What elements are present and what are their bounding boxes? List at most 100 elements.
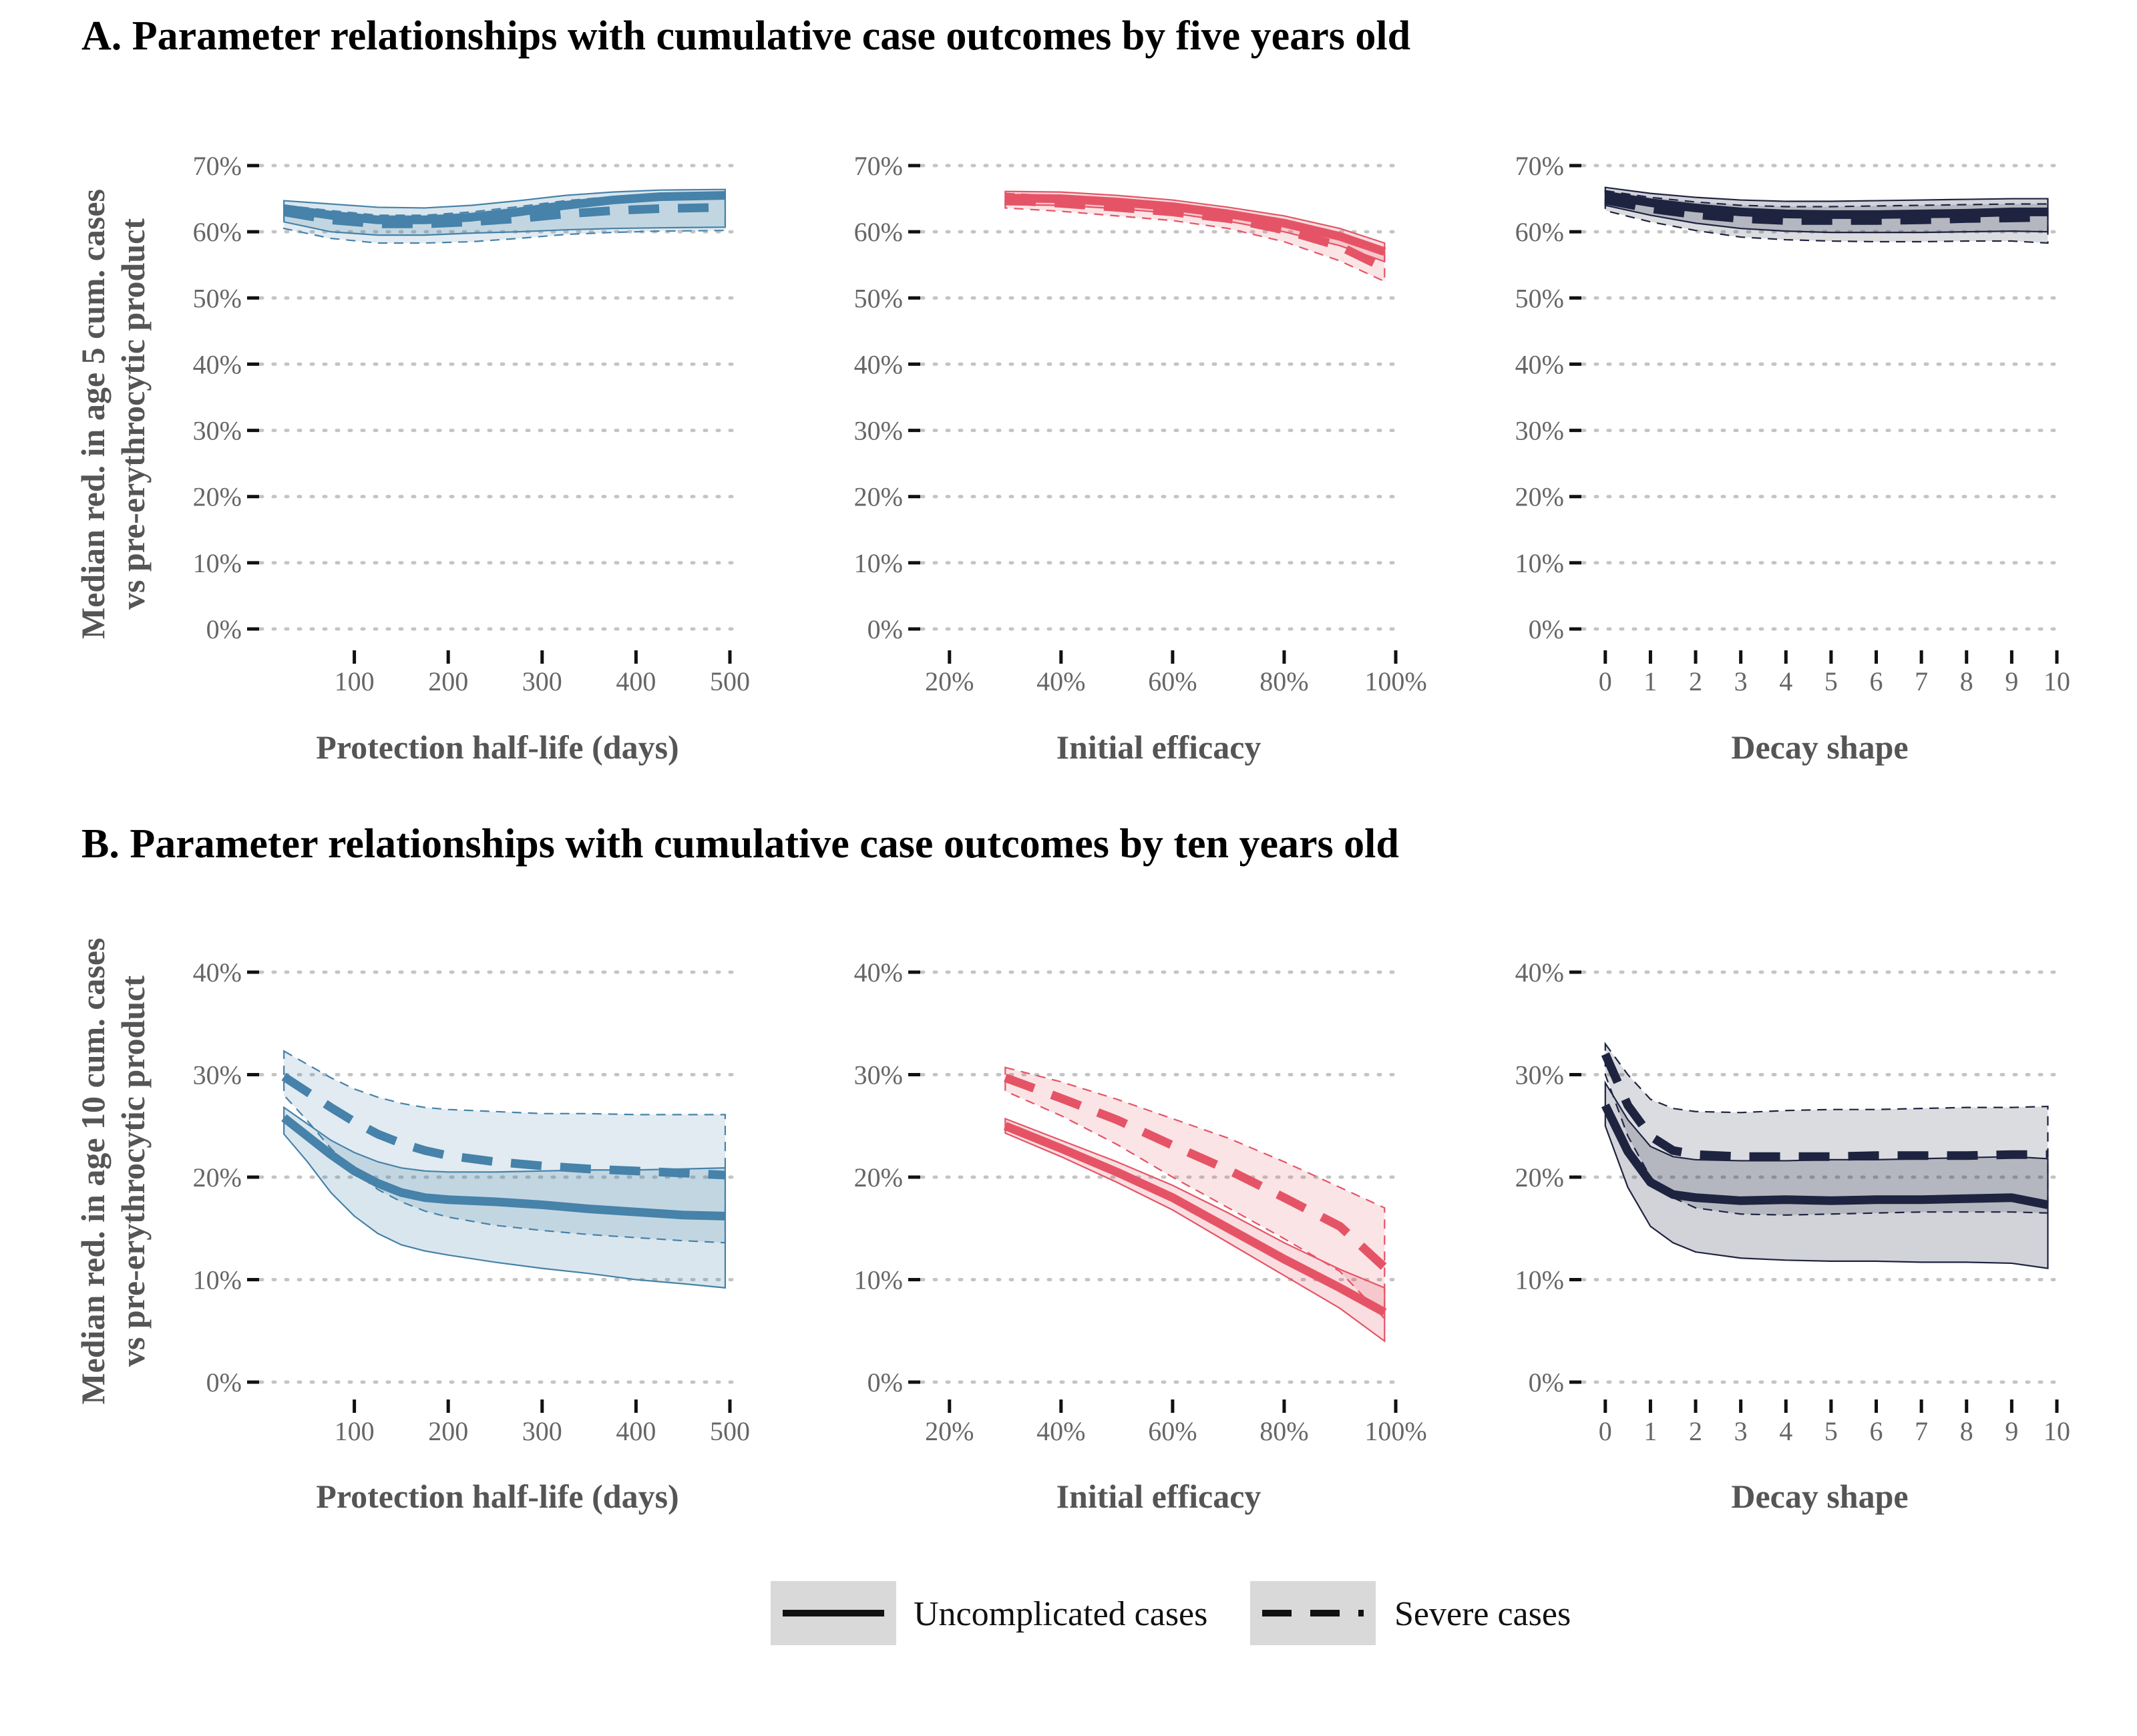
x-tick-label: 400 [616, 1416, 656, 1446]
y-tick-label: 40% [1515, 957, 1564, 988]
x-tick-label: 200 [428, 1416, 468, 1446]
legend: Uncomplicated cases Severe cases [771, 1581, 1571, 1645]
panel-b2: 0% 10% 20% 30% 40% 20% 40% 60% 80% 100% Initial ef… [854, 957, 1427, 1515]
x-tick-label: 500 [710, 1416, 750, 1446]
section-b-title: B. Parameter relationships with cumulati… [81, 821, 1399, 867]
panel-a2: 0% 10% 20% 30% 40% 50% 60% 70% 20% 40% 60% 80% 100% I… [854, 151, 1427, 766]
x-tick-label: 2 [1689, 666, 1702, 696]
y-tick-label: 10% [193, 1265, 242, 1295]
series-line-uncomplicated [1003, 1122, 1387, 1317]
series-line-severe [1004, 196, 1387, 272]
y-tick-label: 40% [193, 349, 242, 379]
section-b-ylabel-line1: Median red. in age 10 cum. cases [74, 937, 112, 1404]
section-a-ylabel-line1: Median red. in age 5 cum. cases [74, 189, 112, 639]
x-tick-label: 400 [616, 666, 656, 696]
x-axis-label: Protection half-life (days) [316, 1478, 678, 1515]
x-tick-label: 1 [1643, 1416, 1657, 1446]
y-tick-label: 0% [867, 1367, 903, 1397]
y-tick-label: 0% [206, 1367, 242, 1397]
section-a-ylabel-line2: vs pre-erythrocytic product [114, 218, 152, 610]
y-tick-label: 70% [193, 151, 242, 181]
y-tick-label: 60% [854, 217, 903, 247]
x-tick-label: 100 [335, 1416, 375, 1446]
x-tick-label: 3 [1734, 666, 1748, 696]
x-tick-label: 80% [1259, 666, 1308, 696]
ribbon-uncomplicated [1604, 1080, 2049, 1269]
x-tick-label: 7 [1915, 1416, 1928, 1446]
panel-b3: 0% 10% 20% 30% 40% 0 1 2 3 4 5 6 7 8 9 10 Decay shape [1515, 957, 2070, 1515]
x-axis-label: Initial efficacy [1056, 728, 1261, 766]
series-line-severe [283, 202, 726, 228]
x-tick-label: 0 [1599, 1416, 1612, 1446]
y-tick-label: 20% [854, 1162, 903, 1192]
y-tick-label: 10% [1515, 548, 1564, 578]
x-tick-label: 40% [1036, 666, 1085, 696]
y-tick-label: 10% [193, 548, 242, 578]
y-tick-label: 30% [854, 1060, 903, 1090]
y-tick-label: 20% [193, 1162, 242, 1192]
x-tick-label: 300 [522, 666, 562, 696]
x-tick-label: 5 [1824, 666, 1838, 696]
x-tick-label: 100% [1364, 1416, 1426, 1446]
panel-b1: 0% 10% 20% 30% 40% 100 200 300 400 500 Protection … [193, 957, 750, 1515]
y-tick-label: 30% [1515, 1060, 1564, 1090]
x-tick-label: 20% [925, 1416, 974, 1446]
y-tick-label: 30% [1515, 416, 1564, 446]
y-tick-label: 0% [1529, 1367, 1564, 1397]
y-tick-label: 40% [193, 957, 242, 988]
x-tick-label: 2 [1689, 1416, 1702, 1446]
y-tick-label: 30% [193, 416, 242, 446]
series-line-severe [1004, 1074, 1388, 1271]
x-tick-label: 7 [1915, 666, 1928, 696]
x-tick-label: 200 [428, 666, 468, 696]
section-a-ylabel: Median red. in age 5 cum. cases vs pre-e… [74, 189, 152, 639]
y-tick-label: 10% [1515, 1265, 1564, 1295]
y-tick-label: 60% [1515, 217, 1564, 247]
section-a-title: A. Parameter relationships with cumulati… [81, 13, 1410, 59]
x-tick-label: 60% [1148, 1416, 1197, 1446]
x-tick-label: 9 [2005, 1416, 2018, 1446]
ribbon-uncomplicated [1604, 186, 2049, 234]
x-tick-label: 80% [1259, 1416, 1308, 1446]
y-tick-label: 10% [854, 1265, 903, 1295]
x-tick-label: 4 [1779, 666, 1792, 696]
series-line-uncomplicated [281, 1114, 726, 1221]
y-tick-label: 20% [1515, 1162, 1564, 1192]
panel-a3: 0% 10% 20% 30% 40% 50% 60% 70% 0 1 2 3 4 5 6 7 8 9 10 Decay… [1515, 151, 2070, 766]
x-tick-label: 6 [1870, 1416, 1883, 1446]
y-tick-label: 40% [854, 349, 903, 379]
panel-a1: 0% 10% 20% 30% 40% 50% 60% 70% 100 200 300 400 500 Pr… [193, 151, 750, 766]
legend-label-severe: Severe cases [1394, 1595, 1571, 1633]
x-tick-label: 40% [1036, 1416, 1085, 1446]
y-tick-label: 0% [1529, 614, 1564, 644]
chart-panels: 0%10%20%30%40%50%60%70%100 200 300 400 500Pr… [193, 151, 2070, 1515]
legend-label-uncomplicated: Uncomplicated cases [914, 1595, 1207, 1633]
series-line-uncomplicated [1604, 191, 2048, 219]
x-axis-label: Decay shape [1731, 1478, 1908, 1515]
series-line-uncomplicated [1005, 194, 1386, 256]
ribbon-uncomplicated [1004, 1117, 1386, 1343]
y-tick-label: 60% [193, 217, 242, 247]
y-tick-label: 20% [1515, 482, 1564, 512]
x-tick-label: 100 [335, 666, 375, 696]
y-tick-label: 40% [854, 957, 903, 988]
x-tick-label: 0 [1599, 666, 1612, 696]
y-tick-label: 50% [1515, 283, 1564, 313]
x-tick-label: 60% [1148, 666, 1197, 696]
x-tick-label: 9 [2005, 666, 2018, 696]
x-tick-label: 300 [522, 1416, 562, 1446]
y-tick-label: 10% [854, 548, 903, 578]
x-tick-label: 4 [1779, 1416, 1792, 1446]
series-line-severe [281, 1073, 726, 1180]
series-line-uncomplicated [1601, 1103, 2049, 1209]
y-tick-label: 30% [854, 416, 903, 446]
y-tick-label: 70% [1515, 151, 1564, 181]
x-tick-label: 8 [1960, 666, 1973, 696]
y-tick-label: 70% [854, 151, 903, 181]
series-line-severe [1604, 196, 2048, 225]
series-line-severe [1601, 1052, 2048, 1161]
x-tick-label: 10 [2044, 1416, 2070, 1446]
x-tick-label: 5 [1824, 1416, 1838, 1446]
